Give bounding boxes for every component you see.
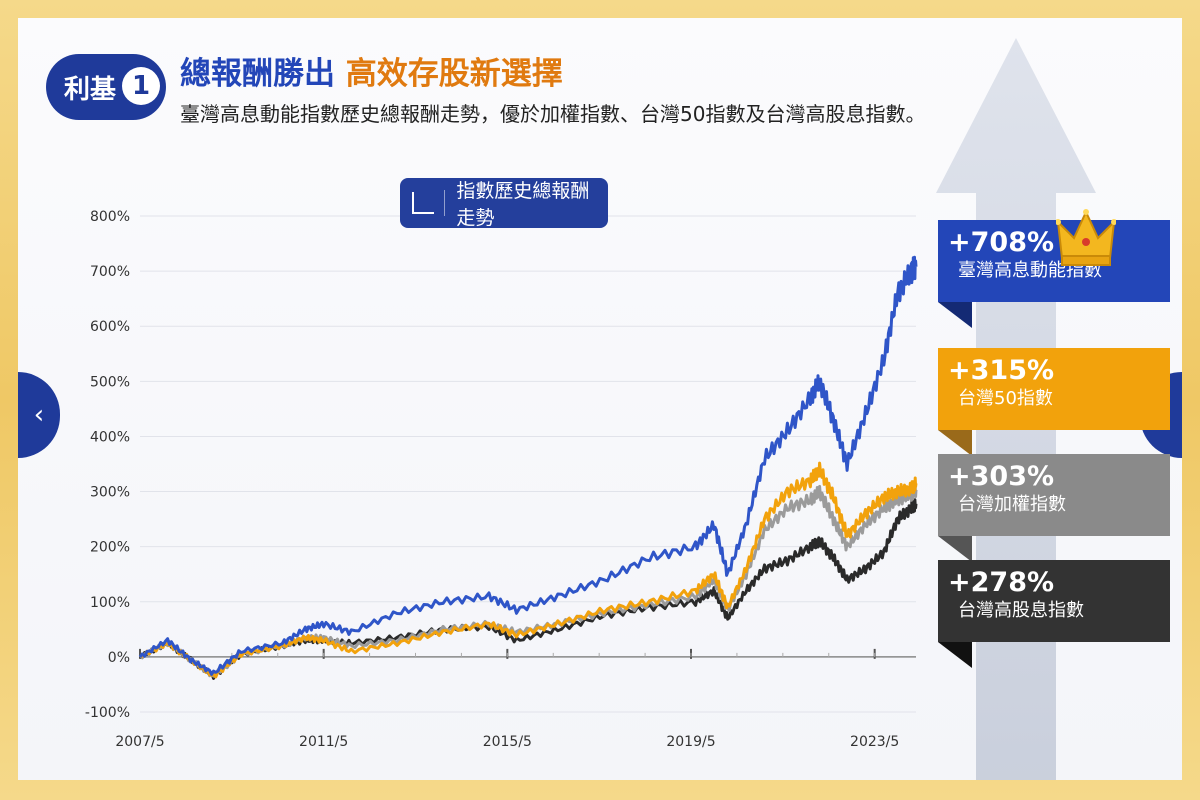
chevron-left-icon: ‹ [33, 400, 45, 430]
tag-fold [938, 302, 972, 328]
chart-series [138, 255, 918, 680]
tag-pct: +708% [948, 227, 1055, 258]
y-tick-label: 300% [90, 485, 130, 501]
subtitle: 臺灣高息動能指數歷史總報酬走勢，優於加權指數、台灣50指數及台灣高股息指數。 [180, 102, 926, 126]
x-tick-label: 2007/5 [115, 734, 164, 750]
tag-pct: +315% [948, 355, 1055, 386]
tag-high-dividend: +278% 台灣高股息指數 [938, 560, 1170, 642]
tag-name: 台灣加權指數 [958, 494, 1066, 515]
y-tick-label: -100% [85, 705, 130, 721]
tag-pct: +303% [948, 461, 1055, 492]
y-tick-label: 600% [90, 319, 130, 335]
x-tick-label: 2023/5 [850, 734, 899, 750]
page-title: 總報酬勝出 高效存股新選擇 [180, 48, 563, 93]
chart-icon [412, 192, 434, 214]
tag-name: 台灣高股息指數 [958, 600, 1084, 621]
y-tick-label: 400% [90, 429, 130, 445]
tag-momentum: +708% 臺灣高息動能指數 [938, 220, 1170, 302]
badge-number: 1 [122, 67, 160, 105]
content-panel: 利基 1 總報酬勝出 高效存股新選擇 臺灣高息動能指數歷史總報酬走勢，優於加權指… [18, 18, 1182, 780]
y-tick-label: 0% [108, 650, 130, 666]
tag-taiex: +303% 台灣加權指數 [938, 454, 1170, 536]
headline-orange: 高效存股新選擇 [345, 56, 563, 92]
pill-divider [443, 190, 445, 216]
tag-fold [938, 642, 972, 668]
tag-fold [938, 536, 972, 562]
chart-title-pill: 指數歷史總報酬走勢 [400, 178, 608, 229]
y-tick-label: 700% [90, 264, 130, 280]
headline-blue: 總報酬勝出 [180, 56, 335, 92]
x-tick-label: 2019/5 [666, 734, 715, 750]
tag-fold [938, 430, 972, 456]
badge-text: 利基 [64, 74, 117, 105]
line-chart: 800% 700% 600% 500% 400% 300% 200% 100% 0% -100% 2… [85, 209, 918, 750]
series-line [138, 255, 918, 676]
series-line [139, 461, 918, 679]
chart-title: 指數歷史總報酬走勢 [456, 180, 590, 229]
benefit-badge: 利基 1 [46, 54, 166, 120]
crown-icon [1056, 209, 1116, 266]
y-tick-label: 200% [90, 540, 130, 556]
tag-tw50: +315% 台灣50指數 [938, 348, 1170, 430]
y-tick-label: 100% [90, 595, 130, 611]
x-tick-label: 2011/5 [299, 734, 348, 750]
y-tick-label: 500% [90, 374, 130, 390]
chart-axes: 800% 700% 600% 500% 400% 300% 200% 100% 0% -100% 2… [85, 209, 916, 750]
tag-name: 台灣50指數 [958, 388, 1053, 409]
y-tick-label: 800% [90, 209, 130, 225]
x-tick-label: 2015/5 [483, 734, 532, 750]
tag-pct: +278% [948, 567, 1055, 598]
